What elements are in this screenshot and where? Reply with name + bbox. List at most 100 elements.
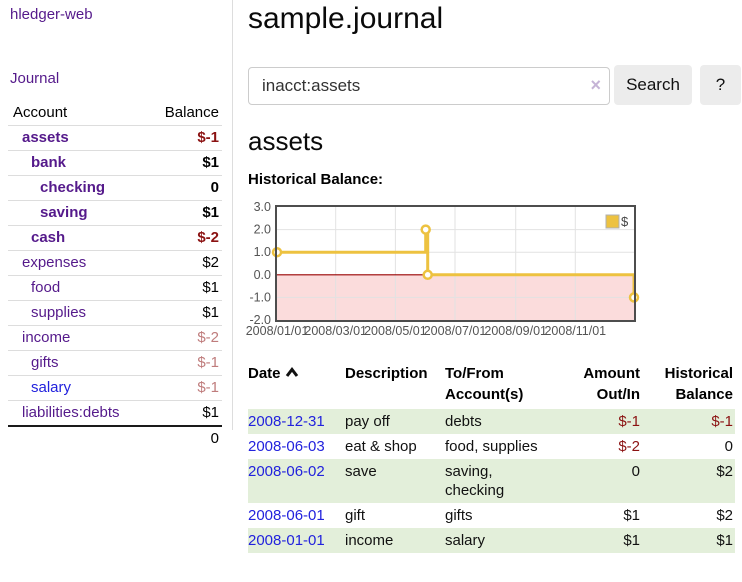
account-page-title: assets <box>248 126 324 156</box>
clear-search-icon[interactable]: × <box>590 75 601 95</box>
x-axis-tick-labels: 2008/01/01 2008/03/01 2008/05/01 2008/07… <box>246 324 606 338</box>
svg-text:2008/03/01: 2008/03/01 <box>304 324 367 338</box>
transaction-balance: 0 <box>724 438 733 455</box>
register-table: Date Description To/From Account(s) Amou… <box>248 361 735 553</box>
account-balance: $-1 <box>149 375 222 401</box>
svg-text:2008/01/01: 2008/01/01 <box>246 324 309 338</box>
transaction-amount: $-1 <box>560 409 642 434</box>
account-row-supplies: supplies $1 <box>8 300 222 326</box>
transaction-accounts: salary <box>445 528 560 553</box>
account-link-saving[interactable]: saving <box>40 204 88 221</box>
transaction-date-link[interactable]: 2008-06-03 <box>248 438 325 455</box>
transaction-date-link[interactable]: 2008-12-31 <box>248 413 325 430</box>
y-axis-tick-labels: 3.0 2.0 1.0 0.0 -1.0 -2.0 <box>249 200 271 327</box>
transaction-row: 2008-06-02 save saving, checking 0 $2 <box>248 459 735 503</box>
transaction-row: 2008-12-31 pay off debts $-1 $-1 <box>248 409 735 434</box>
transaction-date-link[interactable]: 2008-06-01 <box>248 507 325 524</box>
svg-text:2008/09/01: 2008/09/01 <box>484 324 547 338</box>
account-row-gifts: gifts $-1 <box>8 350 222 376</box>
svg-text:1.0: 1.0 <box>254 245 271 259</box>
register-header-row: Date Description To/From Account(s) Amou… <box>248 361 735 409</box>
sidebar-item-journal[interactable]: Journal <box>10 70 60 87</box>
account-link-supplies[interactable]: supplies <box>31 304 87 321</box>
transaction-amount: $-2 <box>618 438 640 455</box>
search-button[interactable]: Search <box>614 65 692 105</box>
help-button[interactable]: ? <box>700 65 741 105</box>
account-row-cash: cash $-2 <box>8 225 222 251</box>
legend-label: $ <box>621 214 629 229</box>
account-row-liabilities-debts: liabilities:debts $1 <box>8 400 222 427</box>
sort-ascending-icon <box>285 367 298 377</box>
transaction-accounts: food, supplies <box>445 438 538 455</box>
svg-text:2008/11/01: 2008/11/01 <box>544 324 606 338</box>
account-balance: $-2 <box>149 325 222 351</box>
amount-column-header: Amount Out/In <box>583 365 640 403</box>
historical-balance-chart: $ 3.0 2.0 1.0 0.0 -1.0 -2.0 2008/01/01 2… <box>246 200 640 338</box>
balance-column-header: Balance <box>149 101 222 126</box>
search-input[interactable] <box>248 67 610 105</box>
transaction-balance: $2 <box>642 459 735 503</box>
account-balance: $1 <box>149 150 222 176</box>
transaction-row: 2008-01-01 income salary $1 $1 <box>248 528 735 553</box>
transaction-balance: $1 <box>642 528 735 553</box>
description-column-header: Description <box>345 365 428 382</box>
account-row-assets: assets $-1 <box>8 125 222 151</box>
account-balance: $1 <box>149 400 222 427</box>
chart-heading: Historical Balance: <box>248 171 384 188</box>
account-row-food: food $1 <box>8 275 222 301</box>
transaction-description: pay off <box>345 409 445 434</box>
account-row-saving: saving $1 <box>8 200 222 226</box>
sidebar-divider <box>232 0 233 430</box>
page-title: sample.journal <box>248 2 444 35</box>
legend-swatch <box>605 214 620 229</box>
account-row-bank: bank $1 <box>8 150 222 176</box>
account-link-expenses[interactable]: expenses <box>22 254 87 271</box>
accounts-table: Account Balance assets $-1 bank $1 check… <box>8 101 222 451</box>
transaction-date-link[interactable]: 2008-01-01 <box>248 532 325 549</box>
svg-text:2008/05/01: 2008/05/01 <box>364 324 427 338</box>
search-form: × <box>248 67 610 105</box>
accounts-total-balance: 0 <box>149 425 222 451</box>
account-row-checking: checking 0 <box>8 175 222 201</box>
account-row-salary: salary $-1 <box>8 375 222 401</box>
transaction-accounts: gifts <box>445 507 473 524</box>
account-link-liabilities-debts[interactable]: liabilities:debts <box>22 404 120 421</box>
account-balance: $-1 <box>149 125 222 151</box>
transaction-balance: $2 <box>716 507 733 524</box>
transaction-row: 2008-06-03 eat & shop food, supplies $-2… <box>248 434 735 459</box>
account-link-gifts[interactable]: gifts <box>31 354 59 371</box>
brand-link[interactable]: hledger-web <box>10 6 93 23</box>
account-link-checking[interactable]: checking <box>40 179 106 196</box>
transaction-description: gift <box>345 507 366 524</box>
account-column-header: Account <box>8 101 150 126</box>
chart-border <box>275 205 636 322</box>
transaction-description: save <box>345 459 445 503</box>
transaction-amount: $1 <box>623 507 640 524</box>
account-link-income[interactable]: income <box>22 329 71 346</box>
tofrom-column-header: To/From Account(s) <box>445 365 524 403</box>
account-balance: $1 <box>149 300 222 326</box>
transaction-date-link[interactable]: 2008-06-02 <box>248 463 325 480</box>
accounts-table-header: Account Balance <box>8 101 222 126</box>
transaction-description: income <box>345 528 445 553</box>
svg-text:-2.0: -2.0 <box>249 313 271 327</box>
account-balance: 0 <box>149 175 222 201</box>
transaction-description: eat & shop <box>345 438 417 455</box>
account-balance: $-1 <box>149 350 222 376</box>
account-link-cash[interactable]: cash <box>31 229 66 246</box>
account-link-bank[interactable]: bank <box>31 154 67 171</box>
account-link-assets[interactable]: assets <box>22 129 69 146</box>
date-column-header[interactable]: Date <box>248 361 345 409</box>
account-balance: $-2 <box>149 225 222 251</box>
svg-text:0.0: 0.0 <box>254 268 271 282</box>
svg-text:2.0: 2.0 <box>254 223 271 237</box>
svg-text:-1.0: -1.0 <box>249 290 271 304</box>
account-balance: $1 <box>149 200 222 226</box>
transaction-amount: $1 <box>560 528 642 553</box>
svg-text:3.0: 3.0 <box>254 200 271 214</box>
account-link-salary[interactable]: salary <box>31 379 72 396</box>
account-row-income: income $-2 <box>8 325 222 351</box>
svg-text:2008/07/01: 2008/07/01 <box>424 324 487 338</box>
account-link-food[interactable]: food <box>31 279 61 296</box>
